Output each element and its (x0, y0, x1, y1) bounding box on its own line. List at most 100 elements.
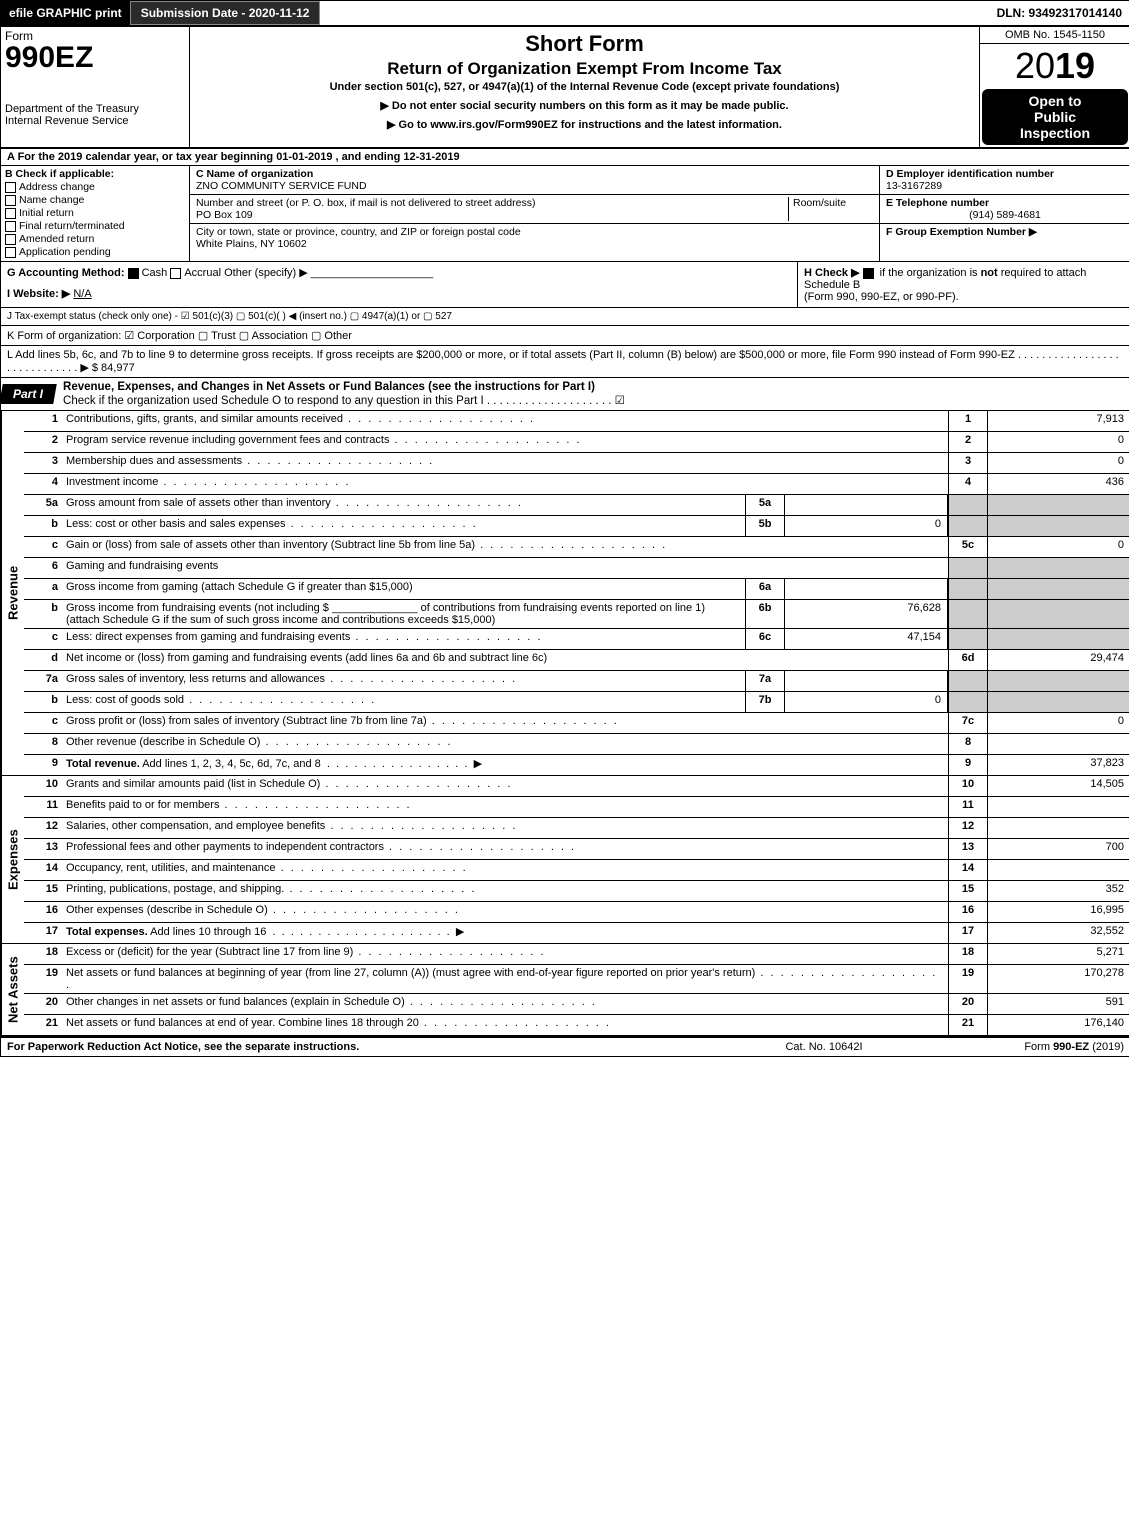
label-group-exemption: F Group Exemption Number ▶ (886, 226, 1124, 238)
n8: 8 (24, 734, 62, 754)
rn1: 1 (948, 411, 988, 431)
rn6d: 6d (948, 650, 988, 670)
sh6 (948, 558, 988, 578)
rv10: 14,505 (988, 776, 1129, 796)
rn18: 18 (948, 944, 988, 964)
rn10: 10 (948, 776, 988, 796)
d10: Grants and similar amounts paid (list in… (62, 776, 948, 796)
rv6d: 29,474 (988, 650, 1129, 670)
rv1: 7,913 (988, 411, 1129, 431)
sh5a (948, 495, 988, 515)
d17: Total expenses. Add lines 10 through 16 … (62, 923, 948, 943)
line-j: J Tax-exempt status (check only one) - ☑… (1, 308, 1129, 326)
chk-schedule-b[interactable] (863, 268, 874, 279)
shv5a (988, 495, 1129, 515)
title-main: Return of Organization Exempt From Incom… (194, 59, 975, 79)
entity-block: B Check if applicable: Address change Na… (1, 166, 1129, 262)
org-name: ZNO COMMUNITY SERVICE FUND (196, 180, 873, 192)
n9: 9 (24, 755, 62, 775)
ein-value: 13-3167289 (886, 180, 1124, 192)
rv13: 700 (988, 839, 1129, 859)
d3: Membership dues and assessments (62, 453, 948, 473)
rn21: 21 (948, 1015, 988, 1035)
mn5b: 5b (745, 516, 785, 536)
open-line2: Public (988, 109, 1122, 125)
n7b: b (24, 692, 62, 712)
mn6b: 6b (745, 600, 785, 628)
rn15: 15 (948, 881, 988, 901)
header-right: OMB No. 1545-1150 2019 Open to Public In… (979, 27, 1129, 147)
box-b: B Check if applicable: Address change Na… (1, 166, 190, 261)
rn12: 12 (948, 818, 988, 838)
chk-application-pending[interactable]: Application pending (5, 246, 185, 258)
d13: Professional fees and other payments to … (62, 839, 948, 859)
rv12 (988, 818, 1129, 838)
chk-initial-return[interactable]: Initial return (5, 207, 185, 219)
n19: 19 (24, 965, 62, 993)
n20: 20 (24, 994, 62, 1014)
rn4: 4 (948, 474, 988, 494)
d7b: Less: cost of goods sold (62, 692, 745, 712)
line-a-tax-year: A For the 2019 calendar year, or tax yea… (1, 149, 1129, 166)
rv15: 352 (988, 881, 1129, 901)
note-ssn: ▶ Do not enter social security numbers o… (194, 99, 975, 112)
rn19: 19 (948, 965, 988, 993)
mn6c: 6c (745, 629, 785, 649)
open-line3: Inspection (988, 125, 1122, 141)
header-left: Form 990EZ Department of the Treasury In… (1, 27, 190, 147)
n5b: b (24, 516, 62, 536)
n14: 14 (24, 860, 62, 880)
rn14: 14 (948, 860, 988, 880)
d18: Excess or (deficit) for the year (Subtra… (62, 944, 948, 964)
box-c: C Name of organization ZNO COMMUNITY SER… (190, 166, 879, 261)
n21: 21 (24, 1015, 62, 1035)
footer-cat: Cat. No. 10642I (724, 1041, 924, 1053)
d16: Other expenses (describe in Schedule O) (62, 902, 948, 922)
sh7a (948, 671, 988, 691)
d6c: Less: direct expenses from gaming and fu… (62, 629, 745, 649)
rn7c: 7c (948, 713, 988, 733)
d2: Program service revenue including govern… (62, 432, 948, 452)
chk-cash[interactable] (128, 268, 139, 279)
chk-name-change[interactable]: Name change (5, 194, 185, 206)
rn2: 2 (948, 432, 988, 452)
rn16: 16 (948, 902, 988, 922)
open-public-badge: Open to Public Inspection (982, 89, 1128, 145)
d5c: Gain or (loss) from sale of assets other… (62, 537, 948, 557)
n6c: c (24, 629, 62, 649)
spacer (320, 1, 988, 25)
rn5c: 5c (948, 537, 988, 557)
h-text3: (Form 990, 990-EZ, or 990-PF). (804, 291, 959, 303)
n6d: d (24, 650, 62, 670)
top-bar: efile GRAPHIC print Submission Date - 20… (1, 1, 1129, 27)
shv6 (988, 558, 1129, 578)
rn9: 9 (948, 755, 988, 775)
shv7b (988, 692, 1129, 712)
chk-amended-return[interactable]: Amended return (5, 233, 185, 245)
n6a: a (24, 579, 62, 599)
efile-print-button[interactable]: efile GRAPHIC print (1, 1, 130, 25)
shv7a (988, 671, 1129, 691)
omb-number: OMB No. 1545-1150 (980, 27, 1129, 44)
sh6c (948, 629, 988, 649)
d5a: Gross amount from sale of assets other t… (62, 495, 745, 515)
chk-final-return[interactable]: Final return/terminated (5, 220, 185, 232)
mn7b: 7b (745, 692, 785, 712)
page-footer: For Paperwork Reduction Act Notice, see … (1, 1037, 1129, 1056)
box-b-title: B Check if applicable: (5, 168, 185, 180)
rv9: 37,823 (988, 755, 1129, 775)
d15: Printing, publications, postage, and shi… (62, 881, 948, 901)
label-city: City or town, state or province, country… (196, 226, 873, 238)
chk-address-change[interactable]: Address change (5, 181, 185, 193)
net-assets-section: Net Assets 18Excess or (deficit) for the… (1, 944, 1129, 1037)
d6b: Gross income from fundraising events (no… (62, 600, 745, 628)
line-l: L Add lines 5b, 6c, and 7b to line 9 to … (1, 346, 1129, 378)
side-netassets: Net Assets (1, 944, 24, 1035)
d6: Gaming and fundraising events (62, 558, 948, 578)
n3: 3 (24, 453, 62, 473)
d6a: Gross income from gaming (attach Schedul… (62, 579, 745, 599)
n2: 2 (24, 432, 62, 452)
expenses-section: Expenses 10Grants and similar amounts pa… (1, 776, 1129, 944)
submission-date-button[interactable]: Submission Date - 2020-11-12 (130, 1, 321, 25)
chk-accrual[interactable] (170, 268, 181, 279)
